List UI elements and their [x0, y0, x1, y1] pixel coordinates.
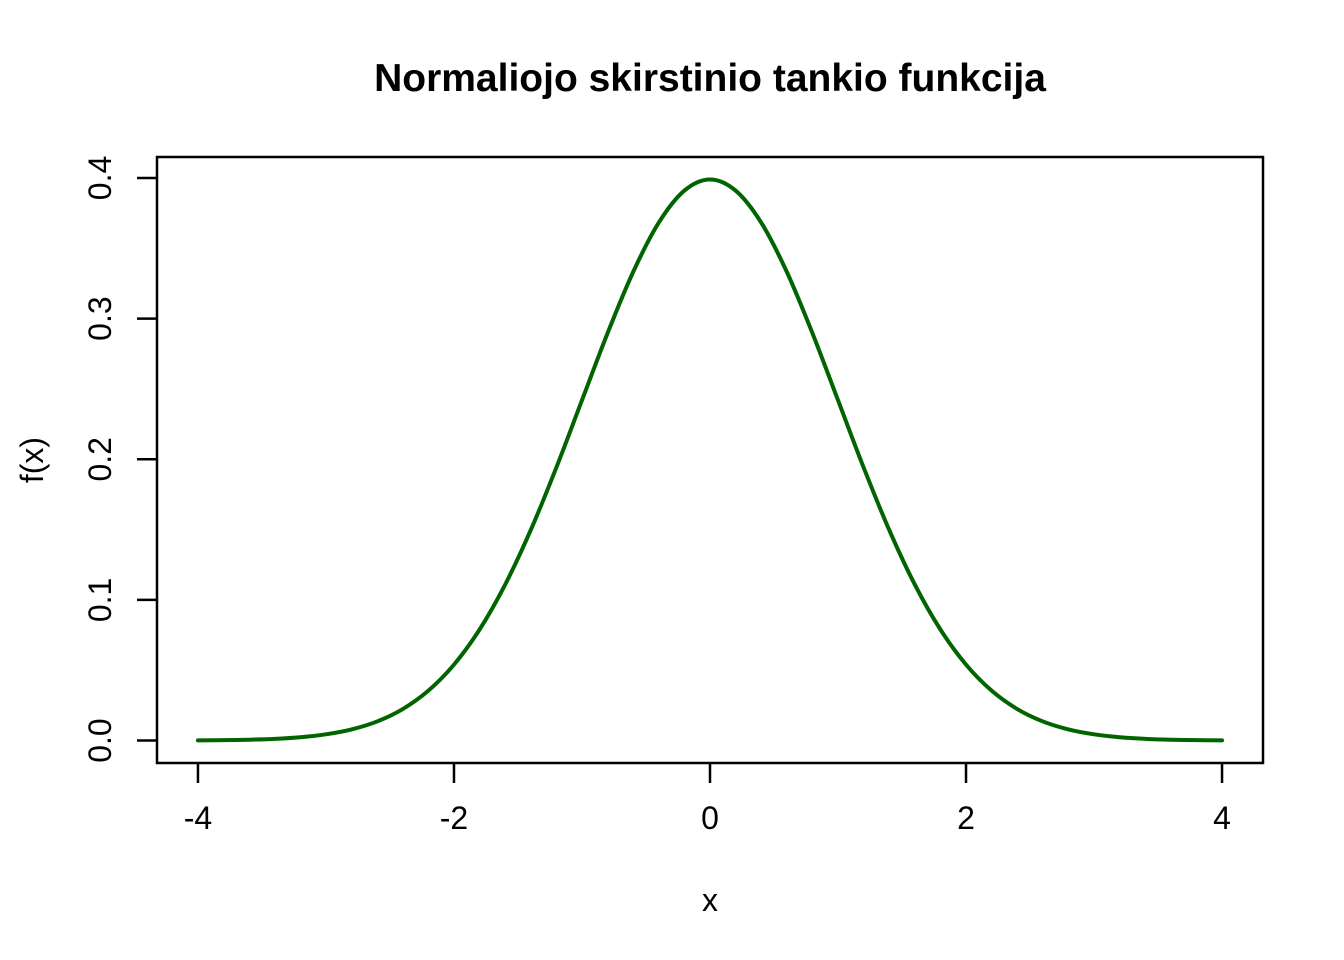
density-curve	[195, 177, 1225, 743]
x-axis-label: x	[702, 882, 718, 918]
y-axis-tick-label: 0.4	[82, 156, 118, 200]
x-axis-tick-label: -2	[440, 800, 468, 836]
plot-box	[155, 155, 1265, 765]
x-axis-tick-label: 0	[701, 800, 719, 836]
y-axis-tick-label: 0.3	[82, 296, 118, 340]
y-axis-tick-label: 0.2	[82, 437, 118, 481]
y-axis-label: f(x)	[14, 436, 50, 484]
x-axis-tick-label: 2	[957, 800, 975, 836]
x-axis-tick-label: -4	[184, 800, 212, 836]
y-axis-tick-label: 0.0	[82, 718, 118, 762]
chart-title: Normaliojo skirstinio tankio funkcija	[374, 57, 1046, 100]
y-axis-tick-label: 0.1	[82, 578, 118, 622]
x-axis-tick-label: 4	[1213, 800, 1231, 836]
